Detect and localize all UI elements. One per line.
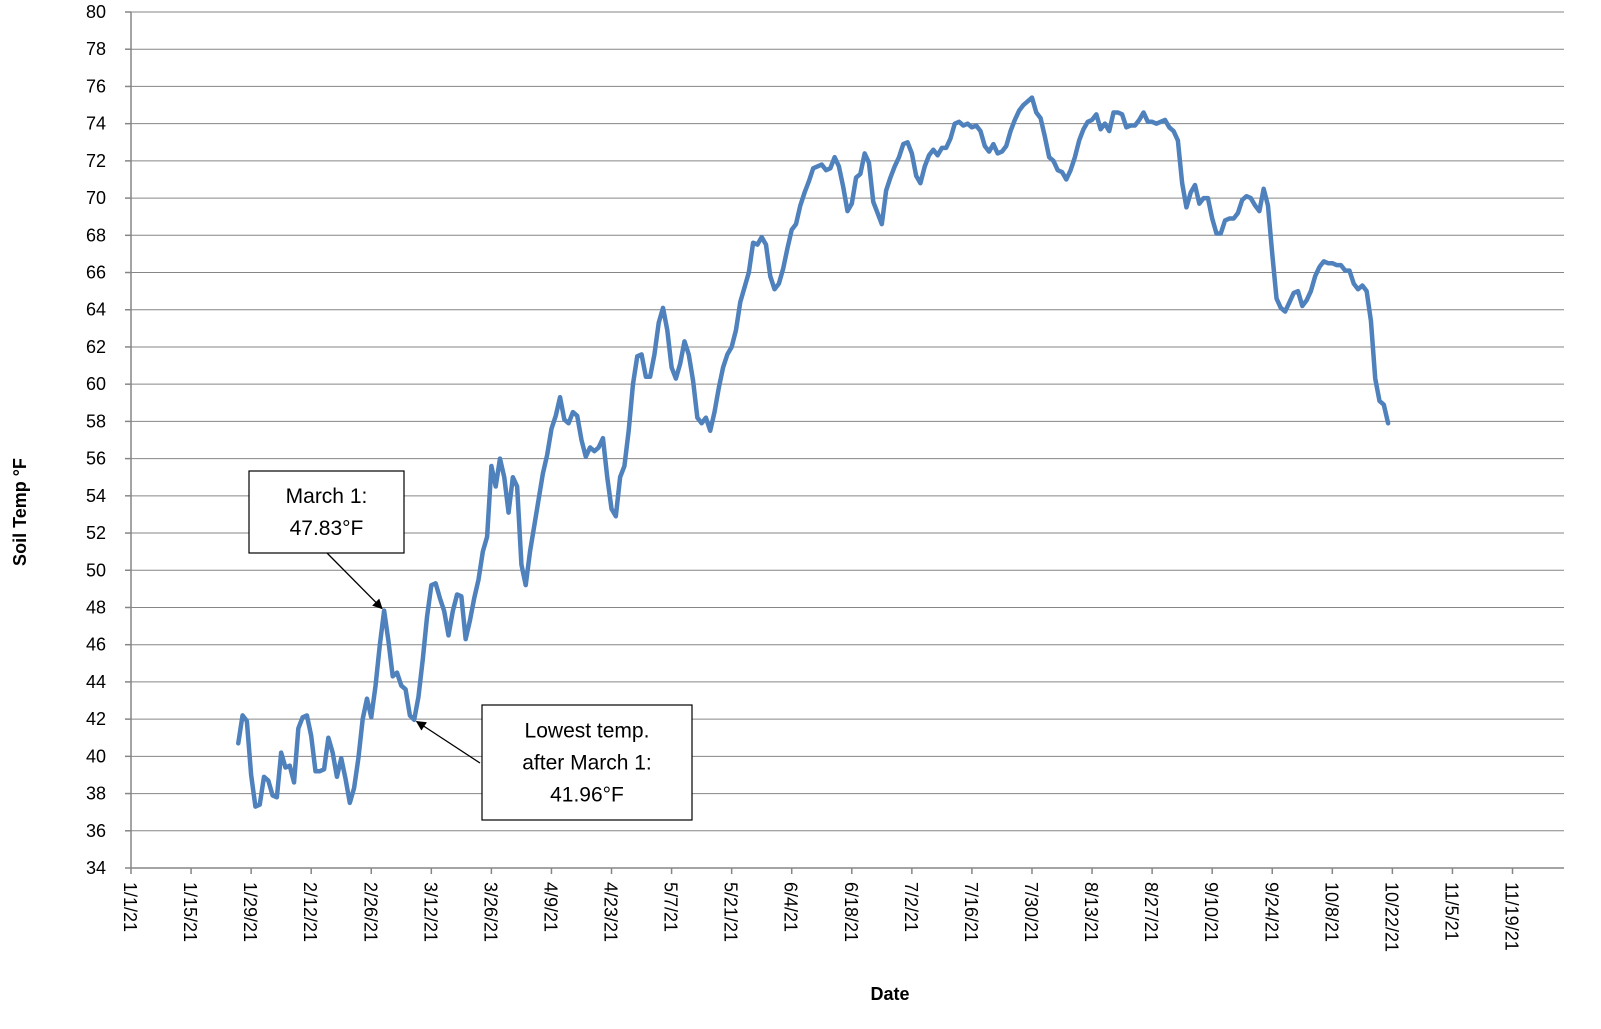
y-tick-label: 40 [86,746,106,766]
x-tick-label: 5/7/21 [661,882,681,932]
annotation: Lowest temp. after March 1: 41.96°F [415,704,693,821]
y-tick-label: 54 [86,486,106,506]
y-tick-label: 66 [86,263,106,283]
annotation-text: after March 1: [522,752,652,775]
x-tick-label: 11/19/21 [1502,882,1522,951]
annotation-arrow [415,720,481,764]
x-tick-label: 6/18/21 [841,882,861,942]
y-tick-label: 56 [86,449,106,469]
x-tick-label: 8/13/21 [1081,882,1101,942]
x-tick-label: 7/30/21 [1021,882,1041,942]
annotation-text: March 1: [286,485,368,508]
x-tick-label: 9/10/21 [1201,882,1221,942]
x-tick-label: 3/12/21 [420,882,440,942]
annotation-text: Lowest temp. [525,720,650,743]
y-tick-label: 74 [86,114,106,134]
y-tick-label: 36 [86,821,106,841]
y-tick-label: 34 [86,858,106,878]
x-tick-label: 2/26/21 [360,882,380,942]
annotation-box [481,704,693,821]
x-tick-label: 10/22/21 [1381,882,1401,952]
x-tick-label: 11/5/21 [1441,882,1461,941]
y-tick-label: 72 [86,151,106,171]
x-tick-label: 6/4/21 [781,882,801,932]
x-tick-label: 8/27/21 [1141,882,1161,942]
data-line [236,95,1391,809]
y-axis-label: Soil Temp °F [10,458,30,566]
x-tick-label: 10/8/21 [1321,882,1341,942]
x-axis-label: Date [870,984,909,1004]
x-tick-label: 9/24/21 [1261,882,1281,942]
annotation-text: 47.83°F [290,517,364,540]
x-tick-label: 7/2/21 [901,882,921,932]
y-tick-label: 42 [86,709,106,729]
x-tick-label: 5/21/21 [721,882,741,942]
x-tick-label: 4/9/21 [540,882,560,932]
y-tick-label: 80 [86,2,106,22]
y-tick-label: 76 [86,76,106,96]
y-tick-label: 38 [86,784,106,804]
x-tick-label: 1/15/21 [180,882,200,942]
y-tick-label: 48 [86,597,106,617]
y-tick-label: 68 [86,225,106,245]
x-tick-label: 3/26/21 [480,882,500,942]
y-tick-label: 78 [86,39,106,59]
annotation: March 1: 47.83°F [248,470,405,610]
y-tick-label: 62 [86,337,106,357]
y-tick-label: 52 [86,523,106,543]
x-tick-label: 7/16/21 [961,882,981,942]
annotation-box [248,470,405,554]
x-tick-label: 4/23/21 [601,882,621,942]
x-tick-label: 1/1/21 [120,882,140,932]
x-tick-label: 2/12/21 [300,882,320,942]
y-tick-label: 70 [86,188,106,208]
y-tick-label: 64 [86,300,106,320]
y-tick-label: 46 [86,635,106,655]
annotation-arrow [326,552,383,610]
y-tick-label: 58 [86,411,106,431]
y-tick-label: 44 [86,672,106,692]
x-tick-label: 1/29/21 [240,882,260,942]
y-tick-label: 50 [86,560,106,580]
y-tick-label: 60 [86,374,106,394]
annotation-text: 41.96°F [550,784,624,807]
